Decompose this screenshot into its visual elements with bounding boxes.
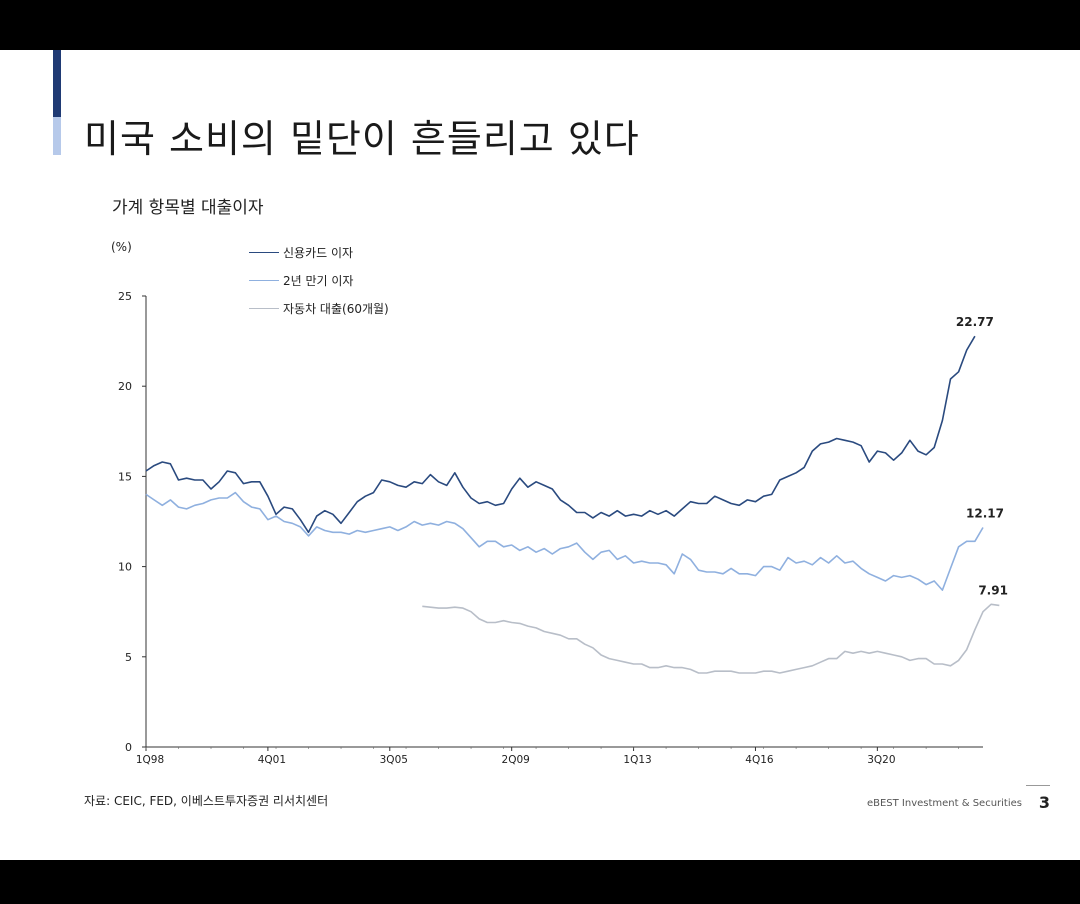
y-axis-unit: (%) xyxy=(111,240,132,254)
source-note: 자료: CEIC, FED, 이베스트투자증권 리서치센터 xyxy=(84,794,329,808)
x-tick-label: 4Q16 xyxy=(745,754,774,766)
legend-label: 신용카드 이자 xyxy=(283,245,354,260)
footer-brand: eBEST Investment & Securities xyxy=(866,798,1022,809)
accent-bar-light xyxy=(53,117,61,155)
x-tick-label: 2Q09 xyxy=(502,754,530,766)
series-line-1 xyxy=(145,491,984,591)
line-chart: 0 5 10 15 20 25 1Q98 4Q01 3Q05 2Q09 1Q13 4Q16 3Q20 22… xyxy=(118,290,1008,766)
x-tick-label: 1Q98 xyxy=(136,754,164,766)
series-line-2 xyxy=(422,603,1000,674)
y-tick-label: 10 xyxy=(118,561,132,574)
data-label-1: 12.17 xyxy=(966,506,1004,520)
x-tick-label: 3Q05 xyxy=(380,754,408,766)
page-number-rule xyxy=(1026,785,1050,786)
y-tick-label: 25 xyxy=(118,290,132,303)
chart-legend: 신용카드 이자 2년 만기 이자 자동차 대출(60개월) xyxy=(249,238,389,322)
data-label-0: 22.77 xyxy=(956,315,994,329)
data-label-2: 7.91 xyxy=(978,583,1008,597)
legend-swatch xyxy=(249,307,279,309)
chart-title: 가계 항목별 대출이자 xyxy=(112,198,264,218)
slide-title: 미국 소비의 밑단이 흔들리고 있다 xyxy=(84,117,640,161)
legend-swatch xyxy=(249,251,279,253)
x-tick-label: 4Q01 xyxy=(258,754,286,766)
legend-item-2yr-loan: 2년 만기 이자 xyxy=(249,266,389,294)
legend-item-credit-card: 신용카드 이자 xyxy=(249,238,389,266)
legend-label: 2년 만기 이자 xyxy=(283,273,354,288)
series-line-0 xyxy=(145,335,976,534)
legend-swatch xyxy=(249,279,279,281)
legend-item-auto-loan: 자동차 대출(60개월) xyxy=(249,294,389,322)
y-tick-label: 15 xyxy=(118,470,132,483)
x-tick-label: 1Q13 xyxy=(623,754,651,766)
legend-label: 자동차 대출(60개월) xyxy=(283,301,389,316)
accent-bar-dark xyxy=(53,50,61,117)
y-tick-label: 0 xyxy=(125,741,132,754)
slide: 미국 소비의 밑단이 흔들리고 있다 가계 항목별 대출이자 (%) 신용카드 … xyxy=(0,50,1080,860)
y-tick-label: 5 xyxy=(125,651,132,664)
x-tick-label: 3Q20 xyxy=(867,754,895,766)
page-number: 3 xyxy=(1038,793,1050,812)
y-tick-label: 20 xyxy=(118,380,132,393)
